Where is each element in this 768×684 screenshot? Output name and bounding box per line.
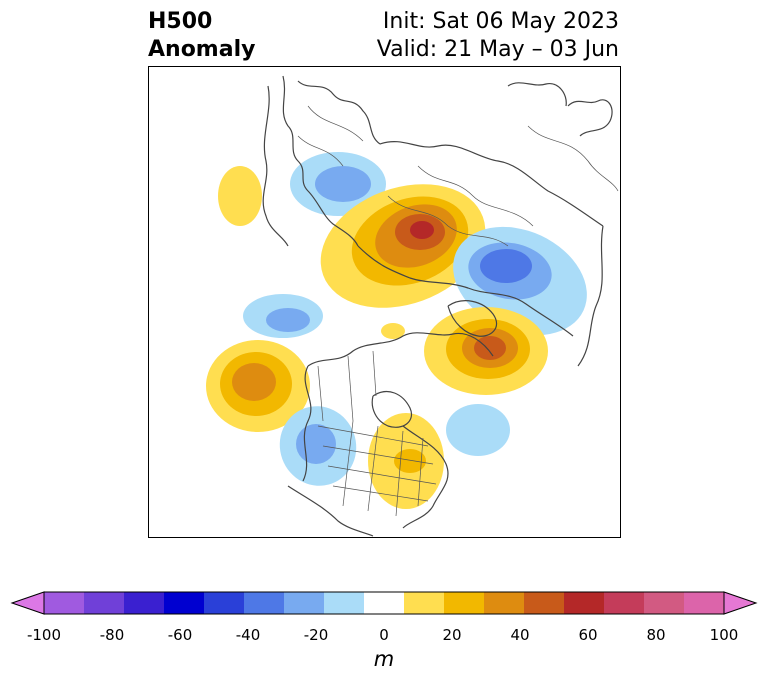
- colorbar-segment: [524, 592, 565, 614]
- colorbar-segment: [84, 592, 125, 614]
- colorbar-tick-label: -60: [167, 626, 193, 644]
- colorbar-tick-label: -40: [235, 626, 261, 644]
- coastlines: [262, 75, 613, 537]
- anomaly-map: [148, 66, 621, 538]
- arctic-europe-positive-anomaly: [424, 307, 548, 395]
- title-variable: H500: [148, 9, 213, 34]
- eastern-us-positive-anomaly: [368, 413, 444, 509]
- bering-positive-anomaly: [206, 340, 310, 432]
- colorbar-tick-label: 0: [379, 626, 389, 644]
- colorbar-tick-label: 40: [510, 626, 530, 644]
- colorbar-tick-label: 80: [646, 626, 666, 644]
- state-borders: [297, 105, 619, 517]
- greenland-small-positive: [381, 323, 405, 339]
- title-right: Init: Sat 06 May 2023 Valid: 21 May – 03…: [377, 8, 619, 64]
- colorbar-tick-label: -80: [99, 626, 125, 644]
- colorbar-tick-label: 60: [578, 626, 598, 644]
- anomaly-fills: [206, 152, 587, 509]
- atlantic-negative-anomaly: [446, 404, 510, 456]
- colorbar-unit-label: m: [373, 647, 395, 671]
- colorbar: [10, 591, 758, 615]
- valid-time: Valid: 21 May – 03 Jun: [376, 37, 619, 62]
- colorbar-segment: [644, 592, 685, 614]
- colorbar-segment: [604, 592, 645, 614]
- greenland-negative-anomaly: [290, 152, 386, 216]
- colorbar-segment: [444, 592, 485, 614]
- title-product: Anomaly: [148, 37, 256, 62]
- colorbar-tick-label: -100: [26, 626, 62, 644]
- colorbar-segment: [364, 592, 405, 614]
- colorbar-tick-label: 20: [442, 626, 462, 644]
- colorbar-tick-label: -20: [303, 626, 329, 644]
- colorbar-min-extend: [10, 591, 45, 615]
- colorbar-tick-label: 100: [709, 626, 739, 644]
- title-left: H500 Anomaly: [148, 8, 255, 64]
- colorbar-segment: [484, 592, 525, 614]
- chukotka-negative-anomaly: [243, 294, 323, 338]
- colorbar-segment: [564, 592, 605, 614]
- colorbar-segment: [404, 592, 445, 614]
- colorbar-segment: [284, 592, 325, 614]
- western-europe-positive-anomaly: [218, 166, 262, 226]
- colorbar-max-extend: [723, 591, 758, 615]
- colorbar-segment: [124, 592, 165, 614]
- colorbar-segment: [324, 592, 365, 614]
- colorbar-segment: [44, 592, 85, 614]
- colorbar-segment: [164, 592, 205, 614]
- colorbar-segment: [204, 592, 245, 614]
- colorbar-segment: [684, 592, 725, 614]
- init-time: Init: Sat 06 May 2023: [382, 9, 619, 34]
- colorbar-segment: [244, 592, 285, 614]
